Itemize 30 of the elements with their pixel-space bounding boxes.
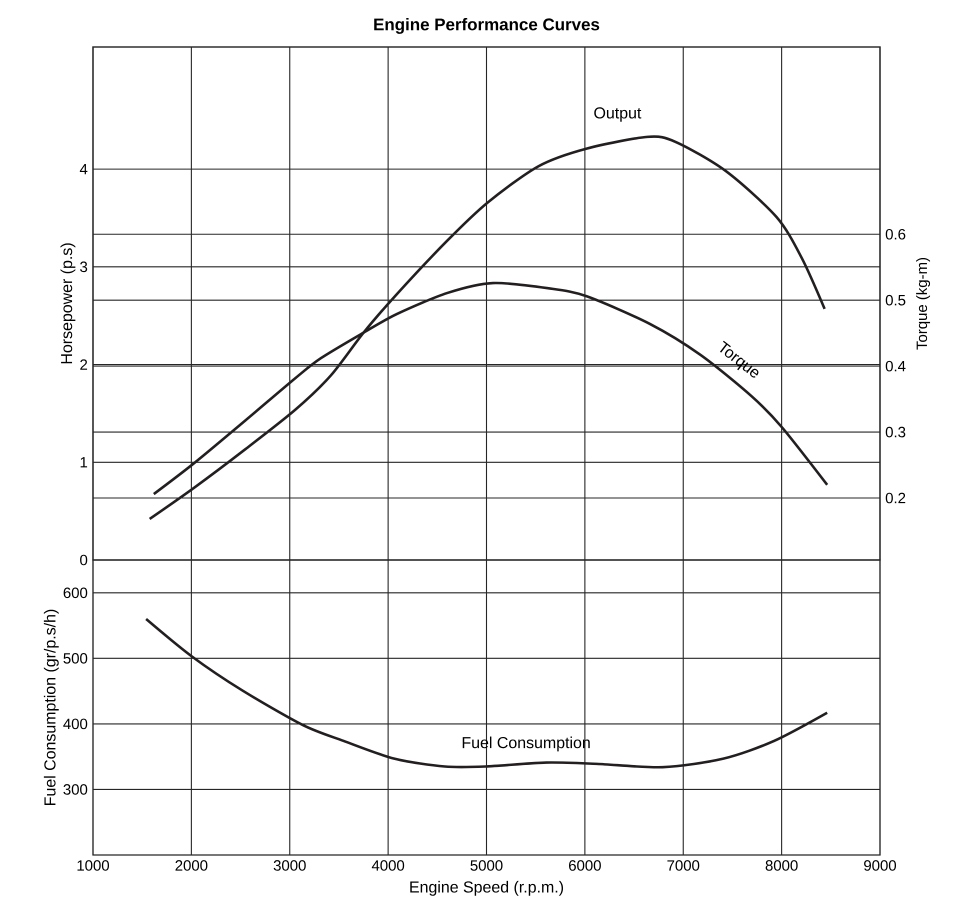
y-tick-label: 600 [64, 587, 88, 598]
line-series [144, 618, 828, 769]
y2-tick-label: 0.6 [886, 228, 906, 240]
x-tick-label: 4000 [372, 860, 404, 871]
x-tick-label: 2000 [176, 860, 208, 871]
y2-axis-title: Torque (kg-m) [916, 258, 930, 350]
x-tick-label: 5000 [470, 860, 503, 871]
x-tick-label: 8000 [766, 860, 798, 871]
y-tick-label: 500 [63, 653, 88, 664]
y-axis-title: Fuel Consumption (gr/p.s/h) [44, 610, 59, 805]
y-tick-label: 4 [80, 164, 88, 174]
y2-tick-label: 0.5 [886, 294, 906, 306]
x-tick-label: 3000 [274, 860, 306, 871]
x-tick-label: 7000 [667, 860, 700, 871]
y2-tick-label: 0.3 [886, 426, 906, 438]
x-tick-label: 6000 [569, 860, 601, 871]
chart-title: Engine Performance Curves [374, 18, 600, 34]
y-tick-label: 0 [80, 554, 88, 566]
y-tick-label: 2 [80, 359, 88, 370]
y-tick-label: 400 [63, 718, 88, 730]
y2-tick-label: 0.2 [886, 492, 906, 504]
y-tick-label: 300 [63, 784, 88, 795]
y-tick-label: 1 [80, 457, 88, 468]
y-tick-label: 3 [80, 262, 88, 272]
x-tick-label: 9000 [864, 860, 896, 871]
y2-tick-label: 0.4 [886, 360, 906, 372]
y-axis-title: Horsepower (p.s) [60, 243, 76, 364]
x-tick-label: 1000 [78, 860, 110, 871]
x-axis-title: Engine Speed (r.p.m.) [410, 880, 564, 896]
series-label: Output [594, 107, 642, 122]
